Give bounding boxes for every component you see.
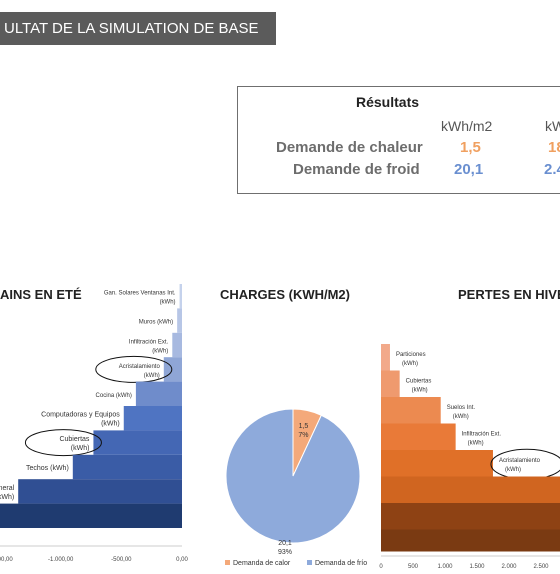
- gains-category-label: Cubiertas: [59, 436, 89, 443]
- legend-swatch: [225, 560, 230, 565]
- pie-slice-value: 20,1: [278, 540, 292, 547]
- gains-bar: [163, 357, 182, 382]
- pertes-category-label: Acristalamiento: [499, 458, 541, 464]
- gains-bar: [72, 454, 182, 480]
- legend-label: Demanda de calor: [233, 560, 291, 567]
- pertes-bar: [381, 397, 441, 424]
- pertes-category-label: (kWh): [453, 414, 469, 420]
- heat-value-energy: 1,5: [460, 139, 481, 156]
- pertes-bar: [381, 370, 400, 397]
- highlight-ellipse: [490, 448, 560, 480]
- pertes-category-label: Particiones: [396, 352, 426, 358]
- pertes-chart: Particiones (kWh) Cubiertas (kWh) Suelos Int…: [379, 344, 560, 570]
- results-box: Résultats kWh/m2 kW Demande de chaleur 1…: [237, 86, 560, 194]
- unit-power: kW: [545, 118, 560, 134]
- pertes-x-tick-label: 500: [408, 564, 419, 570]
- gains-x-tick-label: -1.000,00: [48, 557, 74, 563]
- pertes-x-tick-label: 2.500: [533, 564, 549, 570]
- gains-chart: Gan. Solares Ventanas Int. (kWh) Muros (kW…: [0, 284, 188, 563]
- pie-slice-value: 1,5: [299, 423, 309, 430]
- pertes-bar: [381, 423, 456, 450]
- pertes-category-label: Cubiertas: [406, 378, 432, 384]
- gains-category-label: Muros (kWh): [139, 320, 173, 326]
- gains-category-label: (kWh): [101, 421, 120, 428]
- gains-category-label: (kWh): [0, 494, 14, 501]
- pertes-category-label: (kWh): [505, 467, 521, 473]
- pertes-category-label: Infiltración Ext.: [462, 431, 502, 437]
- pie-slice: [225, 408, 361, 544]
- gains-category-label: (kWh): [144, 373, 160, 379]
- charges-chart-title: CHARGES (KWH/M2): [220, 287, 350, 302]
- gains-category-label: Acristalamiento: [119, 364, 161, 370]
- gains-x-tick-label: 0,00: [176, 557, 188, 563]
- gains-category-label: Gan. Solares Ventanas Int.: [104, 291, 176, 297]
- gains-category-label: (kWh): [71, 445, 90, 452]
- gains-bar: [123, 406, 182, 431]
- results-title: Résultats: [356, 94, 420, 110]
- pertes-bar: [381, 529, 560, 552]
- row-label-heat: Demande de chaleur: [276, 139, 423, 156]
- pie-slice-percent: 93%: [278, 549, 292, 556]
- pertes-bar: [381, 476, 560, 503]
- gains-bar: [172, 332, 182, 358]
- pertes-x-tick-label: 2.000: [501, 564, 517, 570]
- pertes-bar: [381, 503, 560, 530]
- pertes-category-label: (kWh): [468, 440, 484, 446]
- pertes-chart-title: PERTES EN HIVE: [458, 287, 560, 302]
- gains-category-label: Infiltración Ext.: [129, 340, 169, 346]
- pertes-x-tick-label: 1.000: [437, 564, 453, 570]
- gains-category-label: Iluminación General: [0, 485, 15, 492]
- gains-category-label: Techos (kWh): [26, 465, 69, 472]
- heat-value-power: 18: [548, 139, 560, 156]
- gains-bar: [0, 503, 182, 528]
- gains-x-tick-label: -500,00: [111, 557, 132, 563]
- legend-swatch: [307, 560, 312, 565]
- gains-category-label: Computadoras y Equipos: [41, 412, 120, 419]
- legend-label: Demanda de frío: [315, 560, 367, 567]
- gains-bar: [179, 284, 182, 309]
- gains-category-label: Cocina (kWh): [96, 393, 132, 399]
- gains-bar: [135, 381, 182, 406]
- pertes-x-tick-label: 0: [379, 564, 383, 570]
- highlight-ellipse: [95, 355, 173, 383]
- pertes-category-label: (kWh): [412, 387, 428, 393]
- gains-bar: [93, 430, 182, 455]
- section-banner: ULTAT DE LA SIMULATION DE BASE: [0, 12, 276, 45]
- gains-chart-title: AINS EN ETÉ: [0, 287, 82, 302]
- pertes-bar: [381, 450, 493, 477]
- gains-bar: [177, 308, 182, 333]
- cold-value-power: 2.4: [544, 161, 560, 178]
- gains-category-label: (kWh): [160, 300, 176, 306]
- row-label-cold: Demande de froid: [293, 161, 420, 178]
- gains-bar: [18, 479, 183, 504]
- unit-energy: kWh/m2: [441, 118, 493, 134]
- gains-x-tick-label: -1.500,00: [0, 557, 13, 563]
- pertes-x-tick-label: 1.500: [469, 564, 485, 570]
- cold-value-energy: 20,1: [454, 161, 484, 178]
- pertes-category-label: (kWh): [402, 361, 418, 367]
- pertes-bar: [381, 344, 390, 371]
- charges-pie-chart: 1,5 7% 20,1 93% Demanda de calor Demanda de f…: [225, 408, 367, 567]
- pie-slice-percent: 7%: [298, 432, 308, 439]
- highlight-ellipse: [24, 429, 102, 457]
- pertes-category-label: Suelos Int.: [447, 405, 476, 411]
- gains-category-label: (kWh): [152, 349, 168, 355]
